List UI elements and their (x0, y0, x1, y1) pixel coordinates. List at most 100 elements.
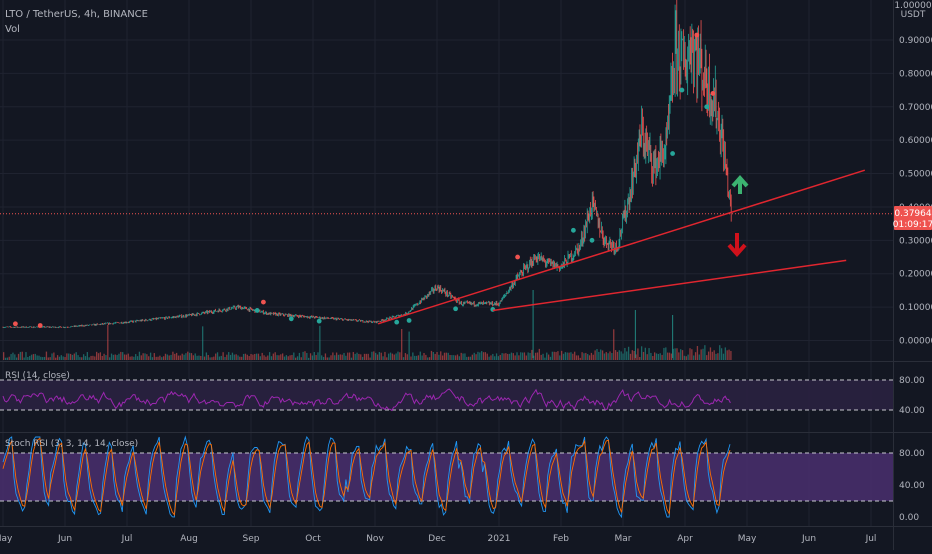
volume-bar (324, 353, 327, 360)
volume-bar (16, 357, 18, 360)
volume-bar (410, 356, 412, 360)
volume-bar (464, 353, 466, 360)
volume-bar (175, 352, 178, 360)
volume-bar (261, 352, 263, 360)
volume-bar (202, 326, 204, 360)
signal-dot (694, 32, 700, 38)
volume-bar (295, 357, 297, 360)
volume-bar (551, 351, 553, 360)
volume-bar (635, 354, 637, 360)
volume-bar (520, 352, 522, 360)
volume-bar (341, 354, 343, 360)
volume-bar (523, 352, 526, 360)
volume-bar (49, 357, 51, 360)
volume-bar (702, 348, 704, 360)
volume-bar (601, 350, 604, 360)
volume-bar (542, 353, 544, 360)
volume-bar (386, 357, 388, 360)
volume-bar (218, 356, 221, 360)
volume-bar (155, 356, 157, 360)
volume-bar (507, 353, 509, 360)
volume-bar (43, 356, 46, 360)
volume-bar (473, 352, 475, 360)
volume-bar (633, 350, 635, 360)
volume-bar (136, 356, 139, 360)
volume-bar (114, 354, 116, 360)
volume-bar (146, 354, 148, 360)
volume-bar (521, 352, 524, 360)
volume-bar (190, 353, 193, 360)
volume-bar (161, 357, 163, 360)
trendlines[interactable] (377, 169, 866, 325)
volume-bar (263, 355, 265, 360)
time-axis-labels[interactable]: May Jun Jul Aug Sep Oct Nov Dec 2021 Feb Mar Apr May… (0, 534, 876, 544)
volume-bar (157, 356, 159, 360)
currency-label[interactable]: USDT (901, 10, 926, 20)
volume-bar (629, 353, 632, 360)
volume-bar (631, 350, 633, 360)
volume-bar (694, 352, 697, 360)
volume-bar (287, 356, 289, 360)
volume-bar (332, 352, 334, 360)
volume-bar (32, 354, 35, 360)
signal-dot (571, 227, 576, 233)
volume-bar (45, 351, 48, 360)
volume-bar (291, 355, 293, 360)
arrow-down-icon[interactable] (727, 233, 747, 258)
volume-bar (343, 352, 345, 360)
price-tag-value: 0.37964 (894, 209, 931, 219)
volume-bar (414, 355, 416, 360)
volume-bar (706, 355, 708, 360)
volume-bar (685, 356, 687, 360)
volume-bar (308, 357, 310, 360)
volume-bar (570, 352, 572, 360)
volume-bar (170, 354, 172, 360)
volume-bar (254, 353, 256, 360)
volume-bar (228, 352, 230, 360)
volume-bar (561, 350, 563, 360)
volume-bar (471, 354, 474, 360)
volume-bar (579, 357, 581, 360)
volume-bar (406, 354, 408, 360)
volume-bar (458, 356, 460, 360)
volume-bar (678, 352, 680, 360)
volume-bar (153, 353, 155, 360)
volume-bar (508, 353, 511, 360)
price-axis-labels[interactable]: 0.000000.100000.200000.300000.400000.500… (899, 36, 932, 347)
rsi-tick-label: 80.00 (899, 376, 925, 386)
volume-bar (428, 357, 431, 360)
volume-bar (337, 354, 340, 360)
volume-bar (661, 354, 663, 360)
volume-bar (215, 353, 217, 360)
volume-bar (177, 355, 180, 360)
volume-bar (575, 355, 578, 360)
volume-bar (298, 352, 301, 360)
volume-bar (577, 355, 580, 360)
price-candles[interactable] (2, 0, 732, 329)
volume-bar (674, 348, 676, 360)
volume-bar (118, 353, 120, 360)
volume-bar (358, 353, 360, 360)
volume-bar (495, 353, 498, 360)
volume-bar (667, 352, 669, 360)
volume-bar (564, 352, 567, 360)
volume-bar (596, 349, 598, 360)
volume-bar (363, 353, 366, 360)
volume-bar (481, 351, 483, 360)
signal-dot (670, 151, 675, 156)
volume-bar (17, 353, 20, 360)
volume-bar (23, 357, 25, 360)
volume-bar (272, 353, 274, 360)
volume-bar (713, 350, 715, 360)
volume-bar (216, 352, 219, 360)
arrow-up-icon[interactable] (731, 174, 749, 194)
volume-bar (103, 353, 105, 360)
volume-bar (588, 355, 591, 360)
volume-bar (257, 353, 260, 360)
volume-bar (10, 354, 12, 360)
volume-bar (122, 352, 124, 360)
